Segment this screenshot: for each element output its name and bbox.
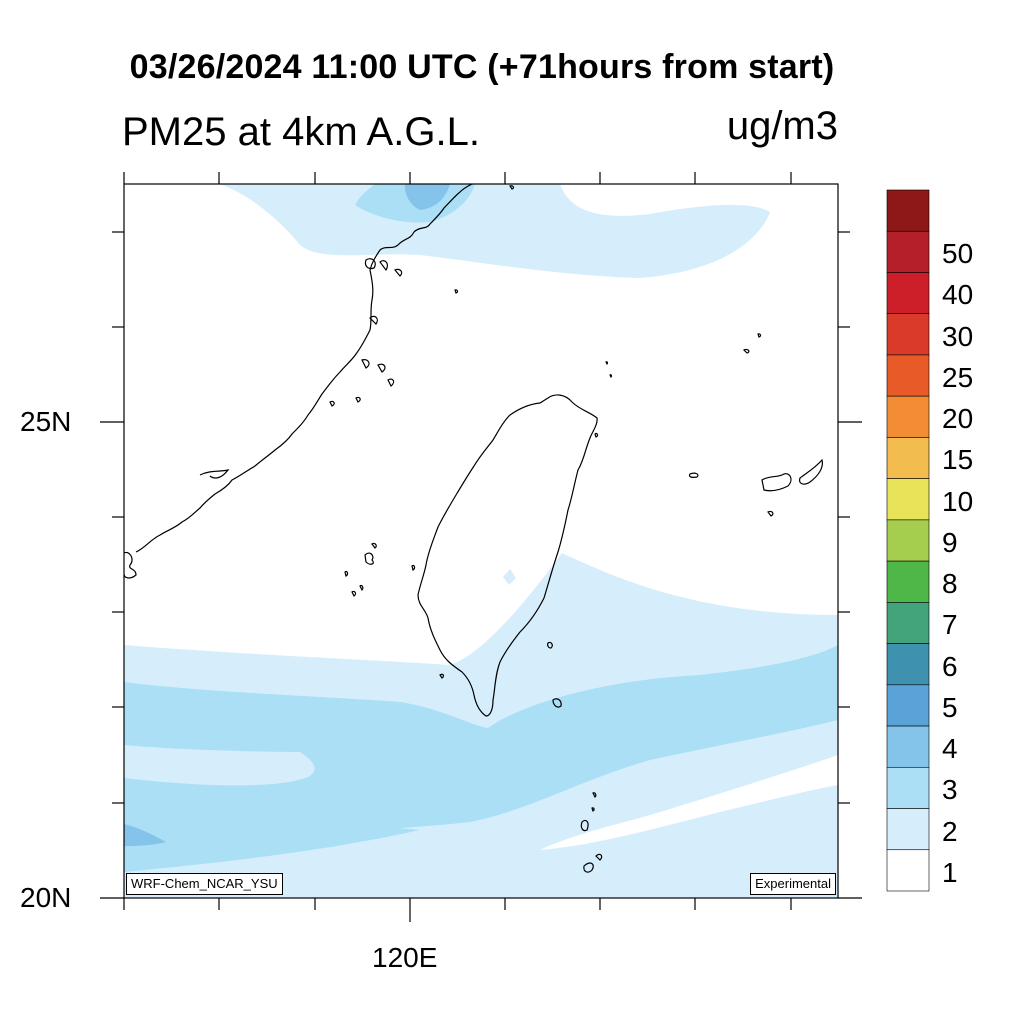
legend-level-label: 9 [942, 526, 958, 558]
legend-swatch [886, 849, 930, 892]
legend-swatch [886, 519, 930, 562]
mainland-coast [124, 184, 473, 579]
lat-label-20n: 20N [20, 882, 72, 913]
legend-level-label: 8 [942, 568, 958, 600]
lon-label-120e: 120E [372, 942, 438, 973]
legend-colorbar [886, 189, 930, 892]
legend-level-label: 40 [942, 279, 974, 311]
legend-level-label: 50 [942, 238, 974, 270]
axis-ticks [100, 172, 862, 922]
legend-swatch [886, 354, 930, 397]
legend-level-label: 4 [942, 733, 958, 765]
legend-level-label: 10 [942, 485, 974, 517]
south-band-mid [124, 645, 838, 850]
legend-level-label: 1 [942, 856, 958, 888]
legend-swatch [886, 766, 930, 809]
batanes-islands [580, 792, 603, 873]
model-footnote: WRF-Chem_NCAR_YSU [126, 873, 283, 895]
legend-swatch [886, 684, 930, 727]
legend-swatch [886, 478, 930, 521]
legend-level-label: 7 [942, 609, 958, 641]
mainland-coast-2 [199, 469, 230, 479]
legend-swatch [886, 230, 930, 273]
legend-level-label: 2 [942, 815, 958, 847]
taiwan-coast [417, 394, 598, 717]
legend-swatch [886, 272, 930, 315]
taiwan-small-patch [503, 569, 516, 585]
north-plume-light [220, 184, 770, 278]
units-label: ug/m3 [726, 104, 838, 148]
lat-label-25n: 25N [20, 406, 72, 437]
legend-swatch [886, 808, 930, 851]
legend-swatch [886, 313, 930, 356]
legend-swatch [886, 395, 930, 438]
pm25-contours [124, 184, 838, 898]
legend-level-label: 30 [942, 320, 974, 352]
ryukyu-islands [688, 333, 823, 517]
legend-swatch [886, 725, 930, 768]
variable-label: PM25 at 4km A.G.L. [122, 110, 480, 154]
legend-swatch [886, 437, 930, 479]
penghu-islands [344, 542, 416, 597]
coastlines [124, 184, 823, 873]
legend-level-label: 15 [942, 444, 974, 476]
south-band-mid-2 [124, 800, 420, 872]
plot-frame [123, 183, 839, 899]
southeast-clear [540, 755, 838, 850]
experimental-footnote: Experimental [750, 873, 836, 895]
orchid-island [552, 698, 562, 708]
map-title: 03/26/2024 11:00 UTC (+71hours from star… [129, 48, 835, 86]
legend-level-label: 3 [942, 774, 958, 806]
mainland-islands [329, 258, 403, 407]
taiwan-offshore-islets [439, 185, 613, 679]
legend-swatch [886, 189, 930, 232]
legend-level-label: 5 [942, 691, 958, 723]
southwest-core [124, 824, 166, 846]
legend-level-label: 25 [942, 361, 974, 393]
legend-swatch [886, 602, 930, 644]
south-band-inner-light [124, 745, 315, 786]
legend-level-label: 20 [942, 403, 974, 435]
legend-swatch [886, 560, 930, 603]
legend-level-label: 6 [942, 650, 958, 682]
legend-swatch [886, 643, 930, 686]
north-plume-core [404, 184, 450, 210]
green-island [547, 641, 553, 649]
